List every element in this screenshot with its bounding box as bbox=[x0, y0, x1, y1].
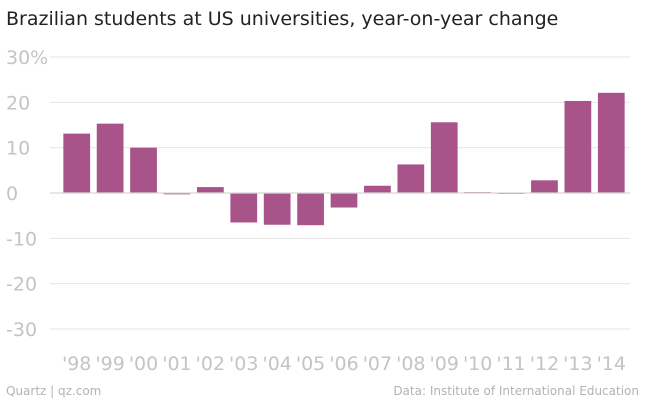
bar bbox=[230, 193, 258, 223]
bar bbox=[564, 100, 592, 193]
bar bbox=[196, 187, 224, 193]
x-tick-label: '09 bbox=[430, 353, 459, 375]
x-tick-label: '00 bbox=[129, 353, 158, 375]
y-tick-label: 30% bbox=[6, 47, 48, 69]
x-tick-label: '01 bbox=[162, 353, 191, 375]
bar bbox=[263, 193, 291, 225]
bar bbox=[63, 133, 91, 193]
bar bbox=[96, 123, 124, 193]
x-tick-label: '07 bbox=[363, 353, 392, 375]
x-tick-label: '99 bbox=[95, 353, 124, 375]
bar bbox=[297, 193, 324, 226]
bar bbox=[597, 92, 625, 193]
y-tick-label: 10 bbox=[6, 138, 30, 160]
x-tick-label: '03 bbox=[229, 353, 258, 375]
bar bbox=[130, 147, 157, 193]
x-tick-label: '10 bbox=[463, 353, 492, 375]
x-tick-label: '02 bbox=[196, 353, 225, 375]
footer-credit: Quartz | qz.com bbox=[6, 384, 102, 398]
y-tick-label: 0 bbox=[6, 183, 18, 205]
x-tick-label: '14 bbox=[597, 353, 626, 375]
bar bbox=[364, 185, 391, 193]
bar bbox=[430, 122, 458, 193]
gridlines bbox=[50, 56, 630, 330]
x-tick-label: '13 bbox=[563, 353, 592, 375]
chart-title: Brazilian students at US universities, y… bbox=[6, 8, 559, 30]
y-tick-label: -20 bbox=[6, 274, 37, 296]
x-tick-label: '06 bbox=[329, 353, 358, 375]
x-tick-label: '98 bbox=[62, 353, 91, 375]
x-tick-label: '11 bbox=[496, 353, 525, 375]
footer-data-source: Data: Institute of International Educati… bbox=[393, 384, 639, 398]
x-tick-label: '05 bbox=[296, 353, 325, 375]
bars bbox=[63, 92, 625, 226]
x-tick-label: '04 bbox=[262, 353, 291, 375]
y-axis-ticks: 30% 20 10 0 -10 -20 -30 bbox=[6, 47, 48, 341]
bar bbox=[330, 193, 358, 208]
y-tick-label: 20 bbox=[6, 92, 30, 114]
bar bbox=[397, 164, 425, 193]
x-tick-label: '08 bbox=[396, 353, 425, 375]
x-tick-label: '12 bbox=[530, 353, 559, 375]
y-tick-label: -10 bbox=[6, 228, 37, 250]
bar bbox=[531, 180, 558, 193]
bar bbox=[163, 193, 191, 195]
x-axis-ticks: '98'99'00'01'02'03'04'05'06'07'08'09'10 '… bbox=[62, 353, 626, 375]
y-tick-label: -30 bbox=[6, 319, 37, 341]
